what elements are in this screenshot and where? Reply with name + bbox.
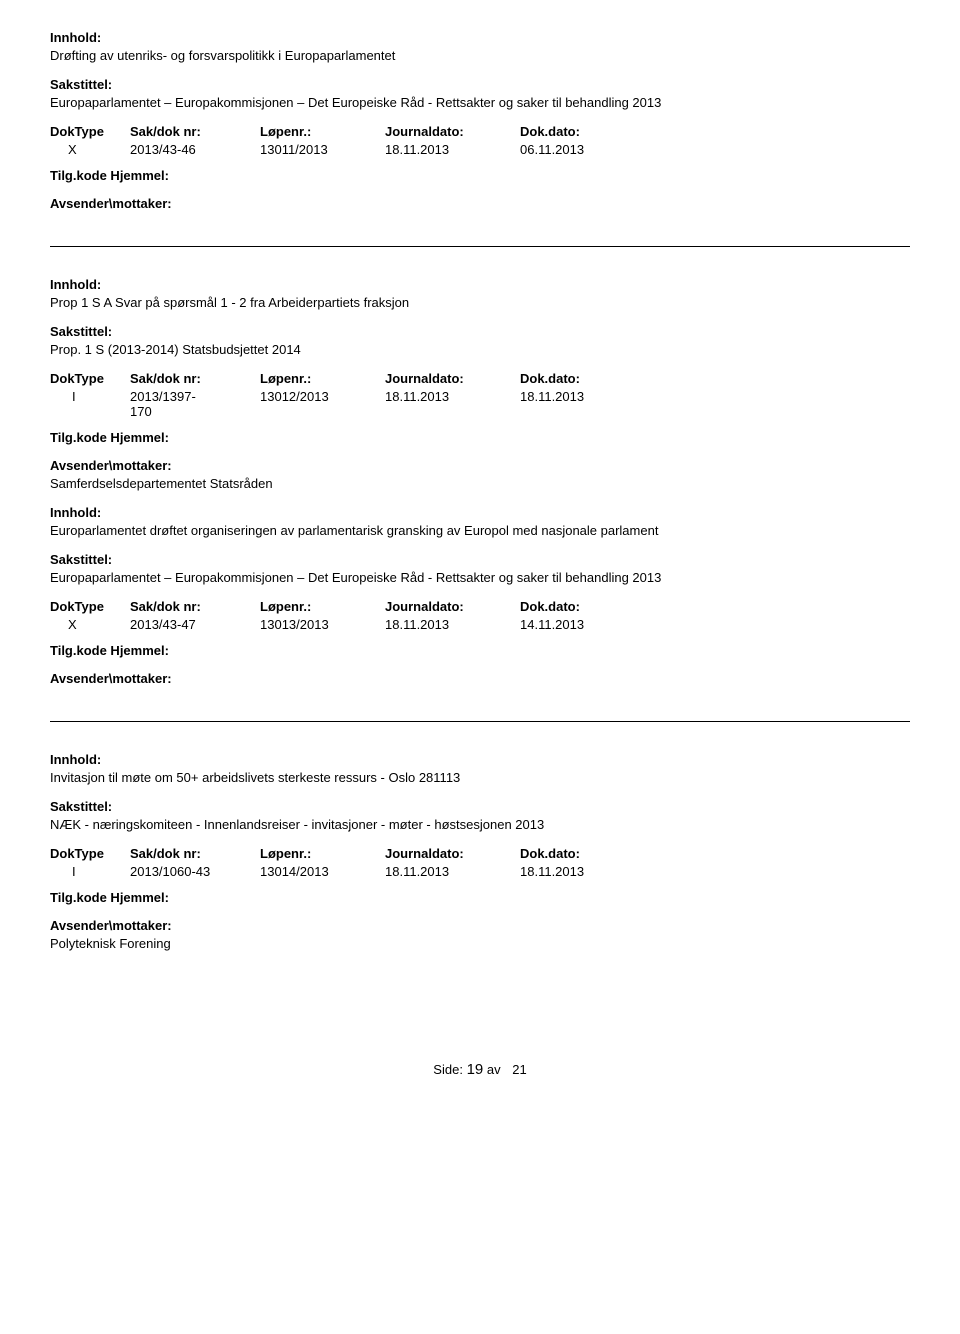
sakdok-value: 2013/43-46 [130, 142, 260, 157]
sakstittel-label: Sakstittel: [50, 77, 910, 92]
innhold-label: Innhold: [50, 277, 910, 292]
innhold-label: Innhold: [50, 30, 910, 45]
sakstittel-label: Sakstittel: [50, 324, 910, 339]
doktype-header: DokType [50, 846, 130, 861]
journal-value: 18.11.2013 [385, 864, 520, 879]
doktype-header: DokType [50, 599, 130, 614]
doktype-value: X [50, 617, 130, 632]
sakstittel-text: Prop. 1 S (2013-2014) Statsbudsjettet 20… [50, 342, 910, 357]
table-row: I 2013/1397- 170 13012/2013 18.11.2013 1… [50, 389, 910, 419]
table-row: X 2013/43-46 13011/2013 18.11.2013 06.11… [50, 142, 910, 157]
page-total: 21 [512, 1062, 526, 1077]
sakstittel-label: Sakstittel: [50, 552, 910, 567]
avsender-text: Polyteknisk Forening [50, 936, 910, 951]
sakstittel-text: Europaparlamentet – Europakommisjonen – … [50, 95, 910, 110]
lopenr-header: Løpenr.: [260, 599, 385, 614]
lopenr-header: Løpenr.: [260, 124, 385, 139]
journal-header: Journaldato: [385, 846, 520, 861]
table-header: DokType Sak/dok nr: Løpenr.: Journaldato… [50, 846, 910, 861]
dokdato-header: Dok.dato: [520, 599, 640, 614]
lopenr-value: 13014/2013 [260, 864, 385, 879]
sakdok-header: Sak/dok nr: [130, 846, 260, 861]
table-header: DokType Sak/dok nr: Løpenr.: Journaldato… [50, 371, 910, 386]
entry-separator [50, 721, 910, 722]
journal-value: 18.11.2013 [385, 617, 520, 632]
sakstittel-label: Sakstittel: [50, 799, 910, 814]
tilgkode-label: Tilg.kode Hjemmel: [50, 643, 910, 658]
lopenr-header: Løpenr.: [260, 371, 385, 386]
avsender-label: Avsender\mottaker: [50, 918, 910, 933]
sakdok-value: 2013/1397- 170 [130, 389, 260, 419]
sakdok-header: Sak/dok nr: [130, 599, 260, 614]
lopenr-header: Løpenr.: [260, 846, 385, 861]
innhold-text: Europarlamentet drøftet organiseringen a… [50, 523, 910, 538]
doktype-value: I [50, 864, 130, 879]
lopenr-value: 13012/2013 [260, 389, 385, 419]
avsender-text: Samferdselsdepartementet Statsråden [50, 476, 910, 491]
page-footer: Side: 19 av 21 [50, 1061, 910, 1078]
journal-entry: Innhold: Invitasjon til møte om 50+ arbe… [50, 752, 910, 951]
dokdato-header: Dok.dato: [520, 371, 640, 386]
dokdato-value: 06.11.2013 [520, 142, 640, 157]
lopenr-value: 13011/2013 [260, 142, 385, 157]
sakstittel-text: NÆK - næringskomiteen - Innenlandsreiser… [50, 817, 910, 832]
table-row: I 2013/1060-43 13014/2013 18.11.2013 18.… [50, 864, 910, 879]
doktype-header: DokType [50, 124, 130, 139]
dokdato-value: 18.11.2013 [520, 389, 640, 419]
dokdato-header: Dok.dato: [520, 846, 640, 861]
tilgkode-label: Tilg.kode Hjemmel: [50, 890, 910, 905]
sakstittel-text: Europaparlamentet – Europakommisjonen – … [50, 570, 910, 585]
side-label: Side: [433, 1062, 463, 1077]
sakdok-header: Sak/dok nr: [130, 124, 260, 139]
table-header: DokType Sak/dok nr: Løpenr.: Journaldato… [50, 124, 910, 139]
entry-separator [50, 246, 910, 247]
sakdok-value: 2013/43-47 [130, 617, 260, 632]
table-row: X 2013/43-47 13013/2013 18.11.2013 14.11… [50, 617, 910, 632]
sakdok-value: 2013/1060-43 [130, 864, 260, 879]
innhold-text: Prop 1 S A Svar på spørsmål 1 - 2 fra Ar… [50, 295, 910, 310]
dokdato-value: 18.11.2013 [520, 864, 640, 879]
journal-header: Journaldato: [385, 599, 520, 614]
dokdato-value: 14.11.2013 [520, 617, 640, 632]
innhold-label: Innhold: [50, 505, 910, 520]
innhold-text: Invitasjon til møte om 50+ arbeidslivets… [50, 770, 910, 785]
page-current: 19 [467, 1061, 484, 1078]
dokdato-header: Dok.dato: [520, 124, 640, 139]
doktype-value: I [50, 389, 130, 419]
doktype-header: DokType [50, 371, 130, 386]
journal-entry: Innhold: Drøfting av utenriks- og forsva… [50, 30, 910, 211]
journal-value: 18.11.2013 [385, 389, 520, 419]
innhold-text: Drøfting av utenriks- og forsvarspolitik… [50, 48, 910, 63]
sakdok-header: Sak/dok nr: [130, 371, 260, 386]
journal-header: Journaldato: [385, 371, 520, 386]
journal-value: 18.11.2013 [385, 142, 520, 157]
avsender-label: Avsender\mottaker: [50, 196, 910, 211]
innhold-label: Innhold: [50, 752, 910, 767]
table-header: DokType Sak/dok nr: Løpenr.: Journaldato… [50, 599, 910, 614]
lopenr-value: 13013/2013 [260, 617, 385, 632]
journal-entry: Innhold: Prop 1 S A Svar på spørsmål 1 -… [50, 277, 910, 686]
tilgkode-label: Tilg.kode Hjemmel: [50, 168, 910, 183]
av-label: av [487, 1062, 501, 1077]
doktype-value: X [50, 142, 130, 157]
avsender-label: Avsender\mottaker: [50, 671, 910, 686]
journal-header: Journaldato: [385, 124, 520, 139]
avsender-label: Avsender\mottaker: [50, 458, 910, 473]
tilgkode-label: Tilg.kode Hjemmel: [50, 430, 910, 445]
